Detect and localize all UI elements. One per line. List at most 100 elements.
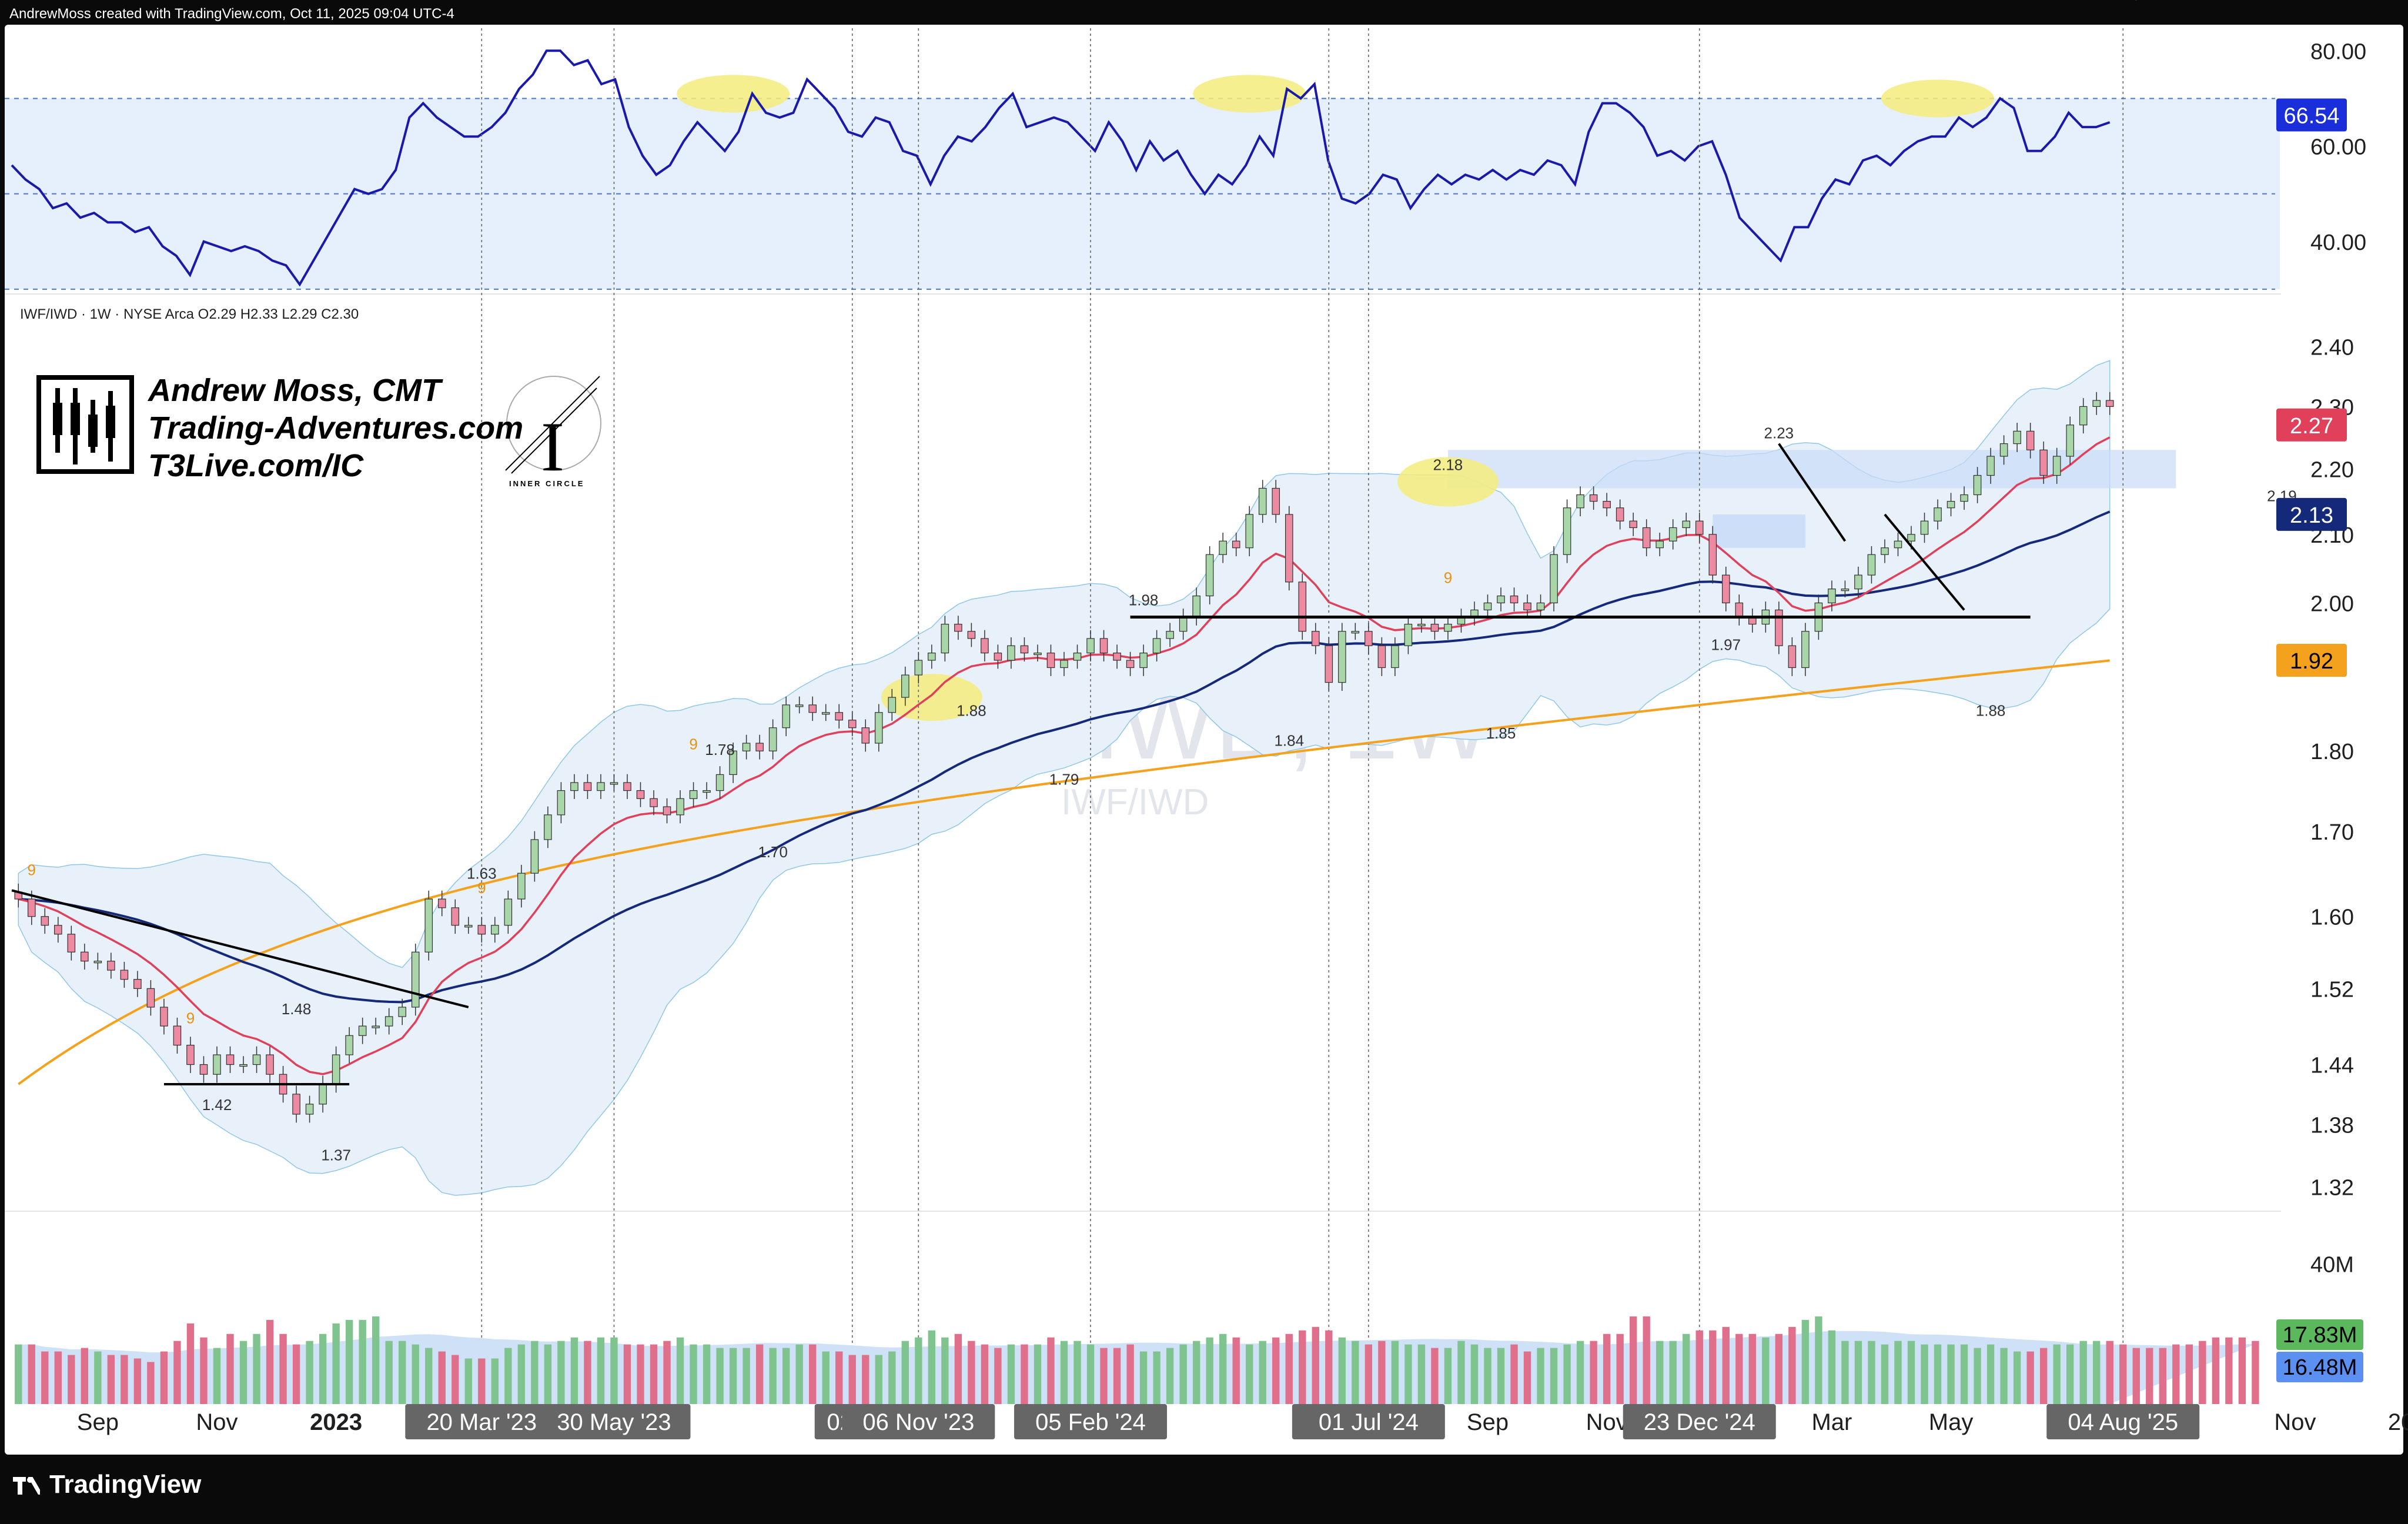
candle-body xyxy=(1497,595,1505,604)
author-name: Andrew Moss, CMT xyxy=(148,373,442,408)
candle-body xyxy=(1616,507,1624,522)
candle-body xyxy=(888,697,897,713)
volume-bar xyxy=(1907,1341,1915,1404)
price-level-label: 1.70 xyxy=(758,843,788,861)
candle-body xyxy=(636,790,645,799)
candle-body xyxy=(1999,443,2008,457)
price-candle xyxy=(1351,623,1360,640)
price-candle xyxy=(1113,644,1121,669)
price-candle xyxy=(1801,623,1810,676)
price-candle xyxy=(1060,651,1068,676)
volume-bar xyxy=(2106,1341,2113,1404)
volume-bar xyxy=(2053,1344,2061,1404)
volume-bar xyxy=(2026,1351,2034,1404)
sequential-count-label: 9 xyxy=(2132,0,2141,4)
x-axis-tick-label: 23 Dec '24 xyxy=(1644,1409,1755,1435)
candle-body xyxy=(1099,638,1108,654)
candle-body xyxy=(1695,520,1704,535)
price-candle xyxy=(795,696,804,714)
volume-bar xyxy=(1801,1319,1810,1404)
ma-long-line xyxy=(18,659,2110,1085)
candle-body xyxy=(676,798,684,816)
volume-bar xyxy=(544,1344,552,1404)
price-candle xyxy=(1828,580,1836,611)
candle-body xyxy=(1828,589,1836,604)
candle-body xyxy=(1113,652,1121,661)
price-candle xyxy=(755,734,764,760)
sequential-count-label: 9 xyxy=(477,879,486,897)
volume-bar xyxy=(2079,1341,2087,1404)
volume-bar xyxy=(1285,1333,1293,1404)
price-level-label: 1.98 xyxy=(1129,591,1159,609)
tradingview-brand[interactable]: TradingView xyxy=(13,1470,201,1499)
volume-bar xyxy=(1656,1341,1664,1404)
volume-bar xyxy=(266,1319,274,1404)
logo-bar xyxy=(106,406,115,438)
x-axis-highlight-badge xyxy=(1292,1404,1445,1439)
price-candle xyxy=(1854,566,1862,598)
x-axis-highlight-badge xyxy=(1014,1404,1168,1439)
price-candle xyxy=(1020,637,1029,661)
candle-body xyxy=(1867,554,1876,576)
candle-body xyxy=(1894,540,1902,549)
volume-bar xyxy=(452,1355,459,1404)
author-site: Trading-Adventures.com xyxy=(148,410,524,446)
volume-bar xyxy=(1364,1344,1373,1404)
volume-bar xyxy=(716,1348,724,1404)
price-candle xyxy=(2092,392,2101,415)
candle-body xyxy=(345,1035,353,1055)
price-candle xyxy=(1046,644,1055,676)
price-candle xyxy=(1894,532,1902,557)
price-candle xyxy=(650,790,658,816)
volume-bar xyxy=(173,1341,181,1404)
volume-bar xyxy=(2039,1348,2048,1404)
price-candle xyxy=(1536,594,1545,619)
price-candle xyxy=(1629,512,1637,536)
volume-bar xyxy=(2159,1348,2166,1404)
candle-body xyxy=(981,638,989,654)
candle-body xyxy=(1020,645,1029,654)
volume-bar xyxy=(226,1333,234,1404)
volume-bar xyxy=(1563,1344,1571,1404)
volume-bar xyxy=(1735,1333,1743,1404)
candle-body xyxy=(107,961,115,971)
volume-bar xyxy=(478,1358,486,1404)
candle-body xyxy=(1841,589,1850,591)
inner-circle-emblem xyxy=(505,376,600,471)
x-axis-tick-label: May xyxy=(1929,1409,1974,1435)
price-candle xyxy=(1099,630,1108,661)
volume-bar xyxy=(107,1355,115,1404)
price-level-label: 1.42 xyxy=(202,1096,232,1114)
volume-bar xyxy=(504,1348,512,1404)
volume-bar xyxy=(1417,1344,1426,1404)
candle-body xyxy=(67,934,76,952)
price-candle xyxy=(1364,623,1373,654)
volume-bar xyxy=(610,1337,618,1404)
volume-bar xyxy=(1179,1344,1187,1404)
volume-bar xyxy=(412,1344,419,1404)
candle-body xyxy=(1721,574,1730,604)
candle-body xyxy=(424,898,433,952)
volume-bar xyxy=(954,1333,962,1404)
candle-body xyxy=(1881,547,1889,555)
volume-bar xyxy=(1576,1341,1584,1404)
candle-body xyxy=(1007,645,1015,661)
candle-body xyxy=(1603,500,1611,509)
candle-body xyxy=(239,1064,248,1067)
price-candle xyxy=(2079,398,2088,434)
candle-body xyxy=(994,652,1002,661)
volume-bar xyxy=(1126,1344,1134,1404)
volume-bar xyxy=(1722,1326,1730,1404)
candle-body xyxy=(1325,645,1333,683)
price-candle xyxy=(81,943,89,970)
price-last-value-badge xyxy=(2276,643,2347,677)
candle-body xyxy=(1708,534,1717,576)
volume-bar xyxy=(1153,1351,1160,1404)
volume-bar xyxy=(1868,1341,1875,1404)
sequential-count-label: 9 xyxy=(1444,569,1452,587)
price-tick-label: 1.38 xyxy=(2310,1113,2354,1138)
volume-bar xyxy=(332,1323,340,1404)
candle-body xyxy=(2079,406,2088,426)
volume-bar xyxy=(2225,1337,2233,1404)
